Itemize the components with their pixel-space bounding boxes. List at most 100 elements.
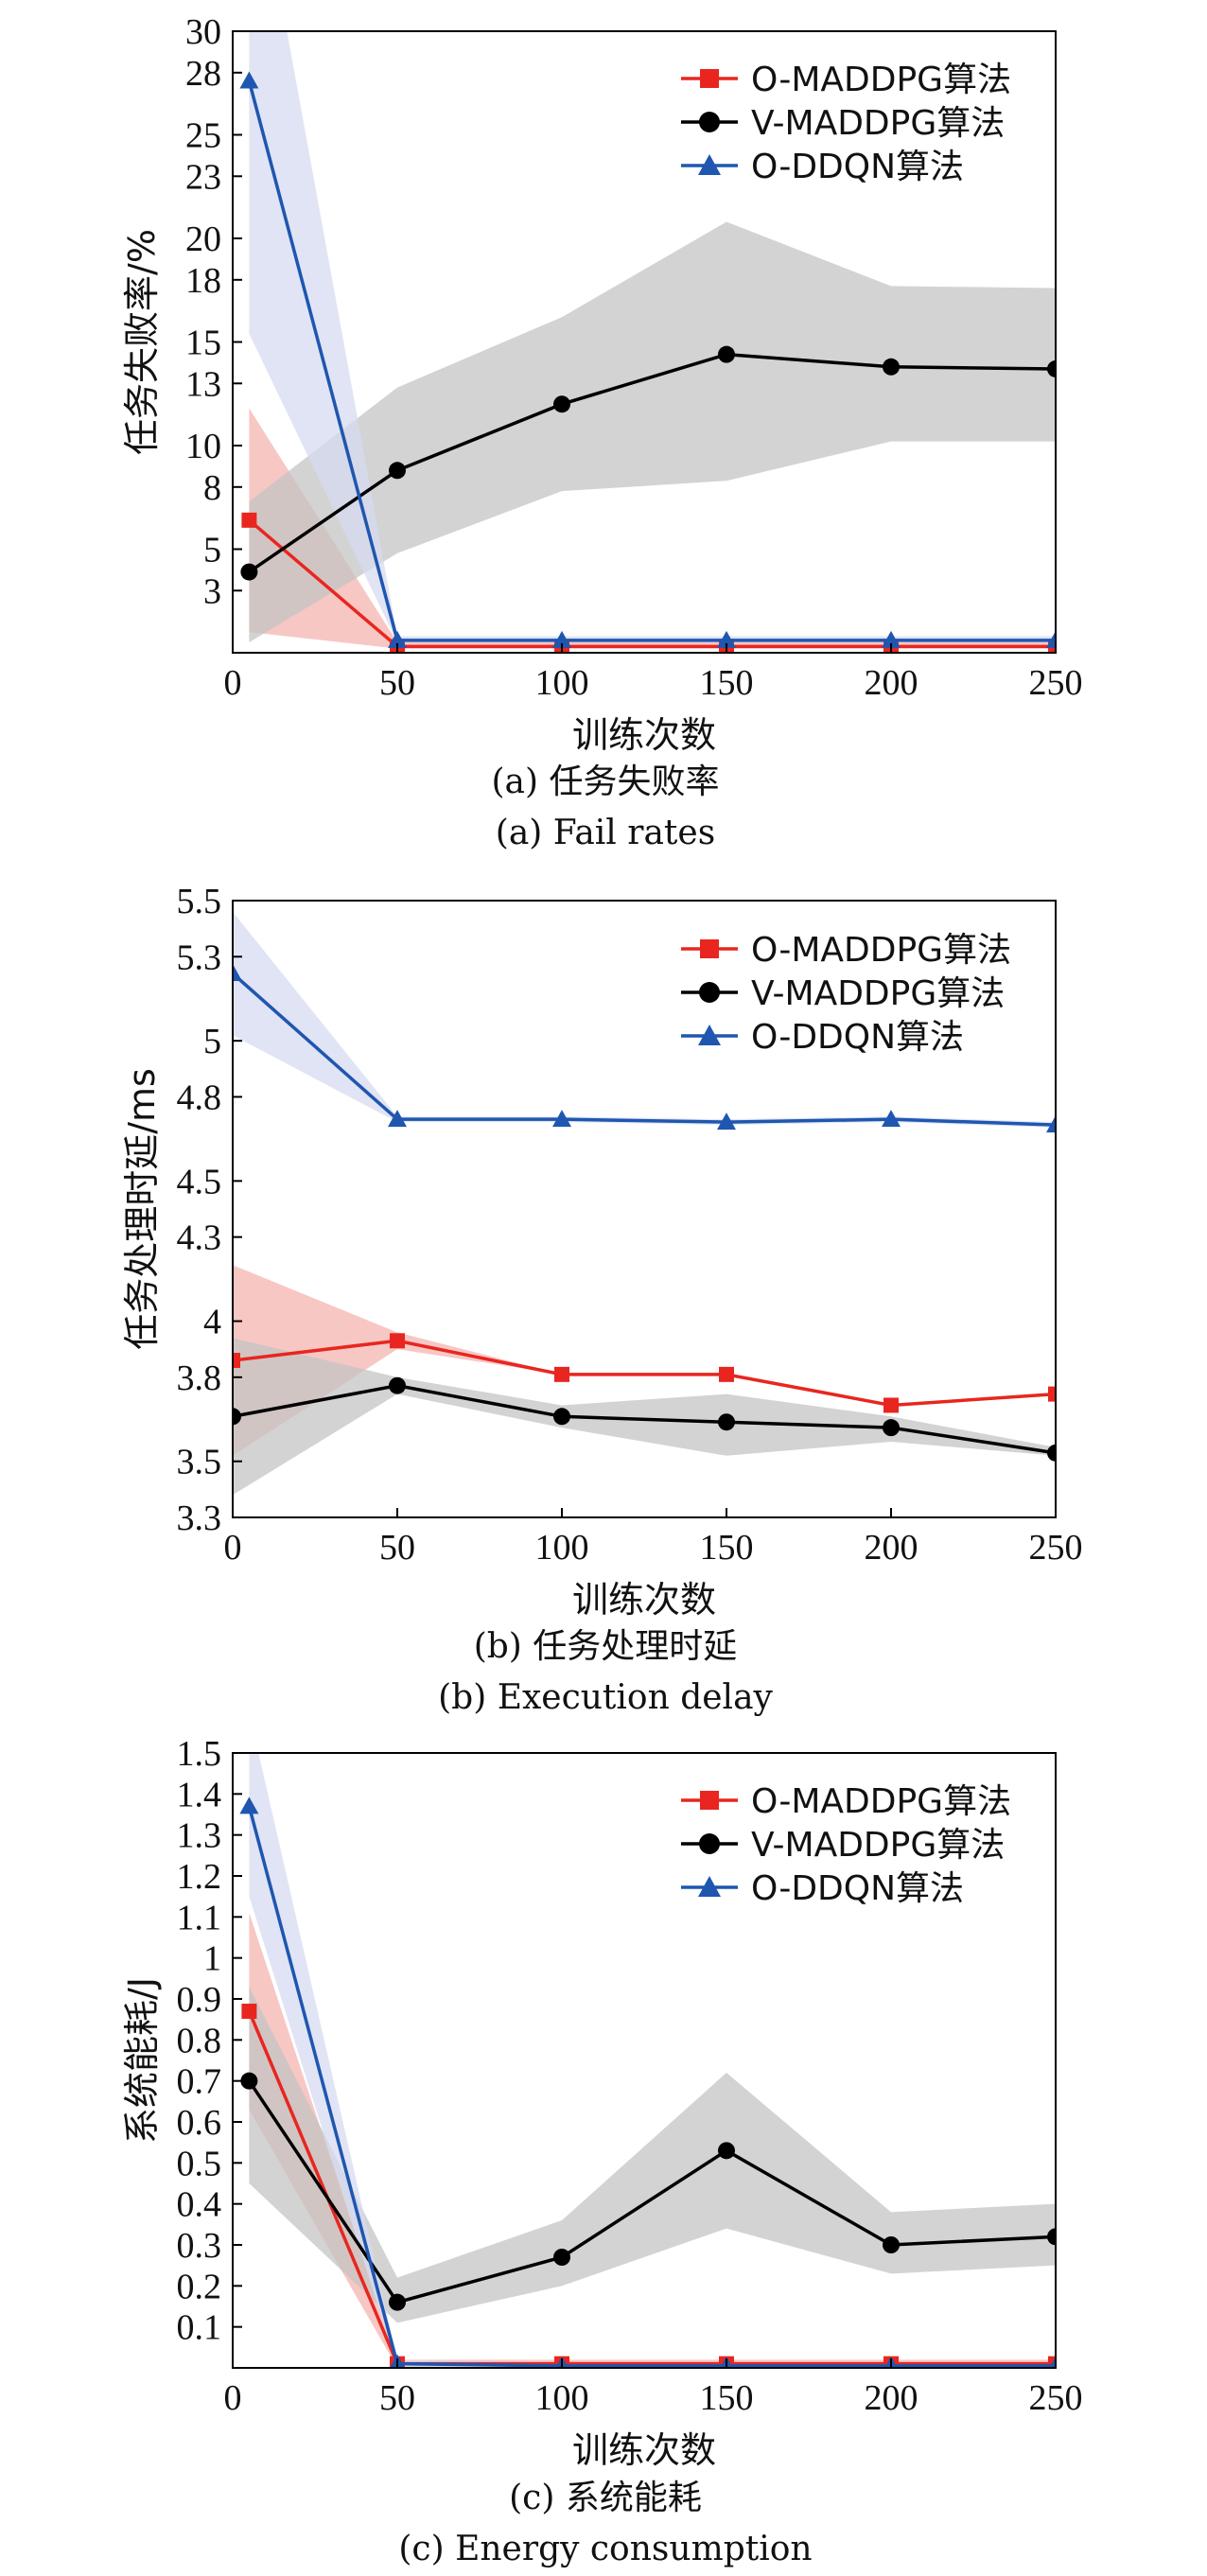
data-point: [552, 630, 571, 648]
series-line-3: [233, 972, 1056, 1127]
legend-marker-3: [698, 154, 721, 175]
x-axis-label: 训练次数: [572, 2429, 716, 2471]
x-tick-label: 50: [379, 663, 415, 703]
data-point: [239, 71, 259, 89]
y-tick-label: 4.5: [177, 1162, 222, 1201]
data-point: [718, 345, 735, 363]
legend-marker-2: [699, 982, 720, 1003]
band-2: [233, 1338, 1056, 1496]
data-point: [233, 1353, 240, 1369]
data-point: [553, 395, 570, 413]
y-tick-label: 3.3: [177, 1498, 222, 1538]
data-point: [233, 964, 242, 982]
x-tick-label: 250: [1029, 663, 1083, 703]
data-point: [1048, 1386, 1056, 1402]
data-point: [883, 1419, 900, 1437]
legend-label-3: O-DDQN算法: [751, 1869, 964, 1908]
band-1: [249, 408, 1056, 649]
y-tick-label: 3.8: [177, 1358, 222, 1398]
data-point: [883, 2236, 900, 2253]
data-point: [1046, 1115, 1056, 1133]
y-tick-label: 1: [203, 1939, 221, 1979]
x-tick-label: 100: [535, 2378, 589, 2418]
data-point: [239, 1796, 259, 1814]
data-point: [240, 2072, 258, 2090]
y-tick-label: 5.3: [177, 938, 222, 977]
x-tick-label: 250: [1029, 2378, 1083, 2418]
x-tick-label: 150: [700, 1528, 754, 1568]
x-axis-label: 训练次数: [572, 1579, 716, 1621]
series-line-3: [247, 1805, 1056, 2368]
data-point: [389, 2293, 406, 2311]
y-tick-label: 0.8: [177, 2021, 222, 2060]
caption-en: (b) Execution delay: [438, 1678, 773, 1717]
data-point: [882, 630, 901, 648]
data-point: [883, 1397, 899, 1413]
x-tick-label: 200: [865, 663, 918, 703]
band-2: [249, 1987, 1056, 2323]
y-tick-label: 0.7: [177, 2062, 222, 2102]
legend-label-2: V-MADDPG算法: [751, 104, 1005, 143]
series-line-2: [233, 1383, 1056, 1455]
y-tick-label: 0.2: [177, 2267, 222, 2306]
y-tick-label: 23: [185, 157, 221, 197]
legend-label-1: O-MADDPG算法: [751, 931, 1011, 970]
caption-cn: (b) 任务处理时延: [474, 1627, 738, 1666]
y-tick-label: 0.6: [177, 2103, 222, 2143]
y-tick-label: 20: [185, 219, 221, 259]
y-axis-label: 任务失败率/%: [121, 229, 163, 455]
data-point: [1049, 2356, 1056, 2368]
legend-label-3: O-DDQN算法: [751, 148, 964, 186]
x-tick-label: 50: [379, 1528, 415, 1568]
legend-label-2: V-MADDPG算法: [751, 1826, 1005, 1865]
band-2: [249, 221, 1056, 643]
y-tick-label: 3.5: [177, 1443, 222, 1482]
series-line-3: [247, 80, 1056, 642]
y-tick-label: 4: [203, 1303, 221, 1342]
data-point: [717, 630, 736, 648]
x-tick-label: 200: [865, 1528, 918, 1568]
data-point: [717, 1113, 736, 1130]
x-tick-label: 150: [700, 2378, 754, 2418]
y-tick-label: 25: [185, 116, 221, 156]
caption-en: (c) Energy consumption: [398, 2530, 812, 2568]
data-point: [554, 1366, 569, 1382]
y-tick-label: 28: [185, 54, 221, 94]
data-point: [882, 1110, 901, 1128]
y-tick-label: 0.5: [177, 2144, 222, 2183]
y-tick-label: 3: [203, 571, 221, 611]
y-tick-label: 1.4: [177, 1775, 222, 1814]
y-tick-label: 4.8: [177, 1078, 222, 1117]
data-point: [233, 1408, 241, 1426]
y-tick-label: 0.9: [177, 1980, 222, 2020]
y-tick-label: 15: [185, 324, 221, 363]
y-tick-label: 13: [185, 364, 221, 404]
legend-marker-3: [698, 1025, 721, 1045]
caption-en: (a) Fail rates: [496, 814, 715, 852]
plot-area-1: [239, 31, 1056, 653]
caption-cn: (a) 任务失败率: [492, 762, 720, 801]
legend-label-3: O-DDQN算法: [751, 1018, 964, 1057]
x-axis-label: 训练次数: [572, 714, 716, 756]
x-tick-label: 0: [224, 2378, 242, 2418]
series-line-2: [248, 352, 1056, 574]
y-tick-label: 18: [185, 261, 221, 301]
y-axis-label: 系统能耗/J: [121, 1977, 163, 2144]
y-tick-label: 5: [203, 1022, 221, 1061]
data-point: [1046, 630, 1056, 648]
x-tick-label: 100: [535, 1528, 589, 1568]
legend-label-1: O-MADDPG算法: [751, 1782, 1011, 1821]
data-point: [390, 1333, 405, 1349]
data-point: [388, 630, 407, 648]
y-tick-label: 1.2: [177, 1857, 222, 1897]
y-tick-label: 10: [185, 427, 221, 466]
axes-frame: [232, 1752, 1057, 2369]
data-point: [241, 2004, 257, 2019]
y-tick-label: 0.1: [177, 2308, 222, 2348]
x-tick-label: 200: [865, 2378, 918, 2418]
data-point: [883, 358, 900, 376]
data-point: [241, 512, 257, 528]
x-tick-label: 250: [1029, 1528, 1083, 1568]
legend-label-2: V-MADDPG算法: [751, 974, 1005, 1013]
